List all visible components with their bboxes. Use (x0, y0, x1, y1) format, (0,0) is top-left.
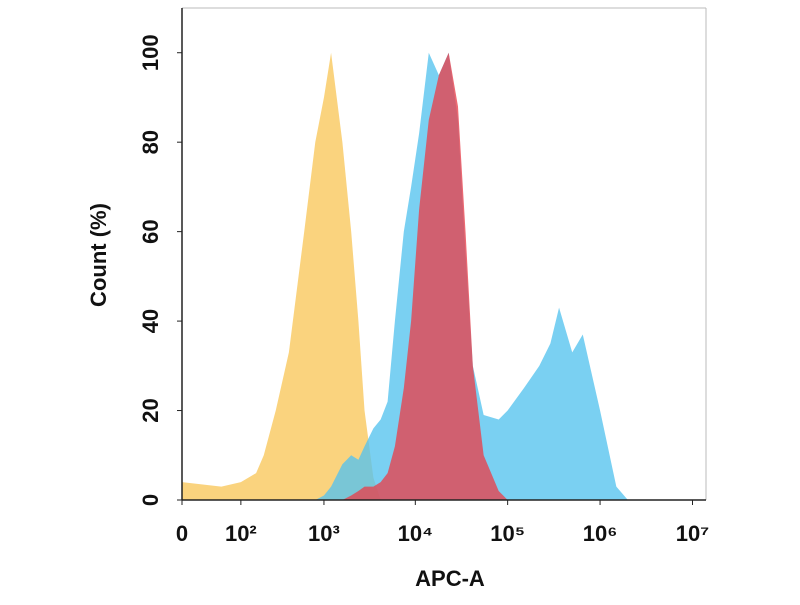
x-tick-label: 10³ (308, 521, 340, 546)
x-tick-label: 10² (225, 521, 257, 546)
histogram-area (182, 52, 628, 501)
histogram-area (182, 52, 628, 501)
x-axis-label: APC-A (415, 566, 485, 591)
x-tick-label: 10⁵ (490, 521, 525, 546)
y-tick-label: 40 (138, 309, 163, 333)
y-tick-label: 20 (138, 398, 163, 422)
y-tick-label: 80 (138, 130, 163, 154)
x-tick-label: 10⁶ (583, 521, 618, 546)
histogram-area (182, 52, 628, 501)
x-tick-label: 10⁷ (676, 521, 710, 546)
y-tick-label: 100 (138, 34, 163, 71)
y-tick-label: 60 (138, 219, 163, 243)
x-tick-label: 0 (176, 521, 188, 546)
y-tick-label: 0 (138, 494, 163, 506)
x-tick-label: 10⁴ (398, 521, 433, 546)
y-axis-label: Count (%) (86, 203, 111, 307)
